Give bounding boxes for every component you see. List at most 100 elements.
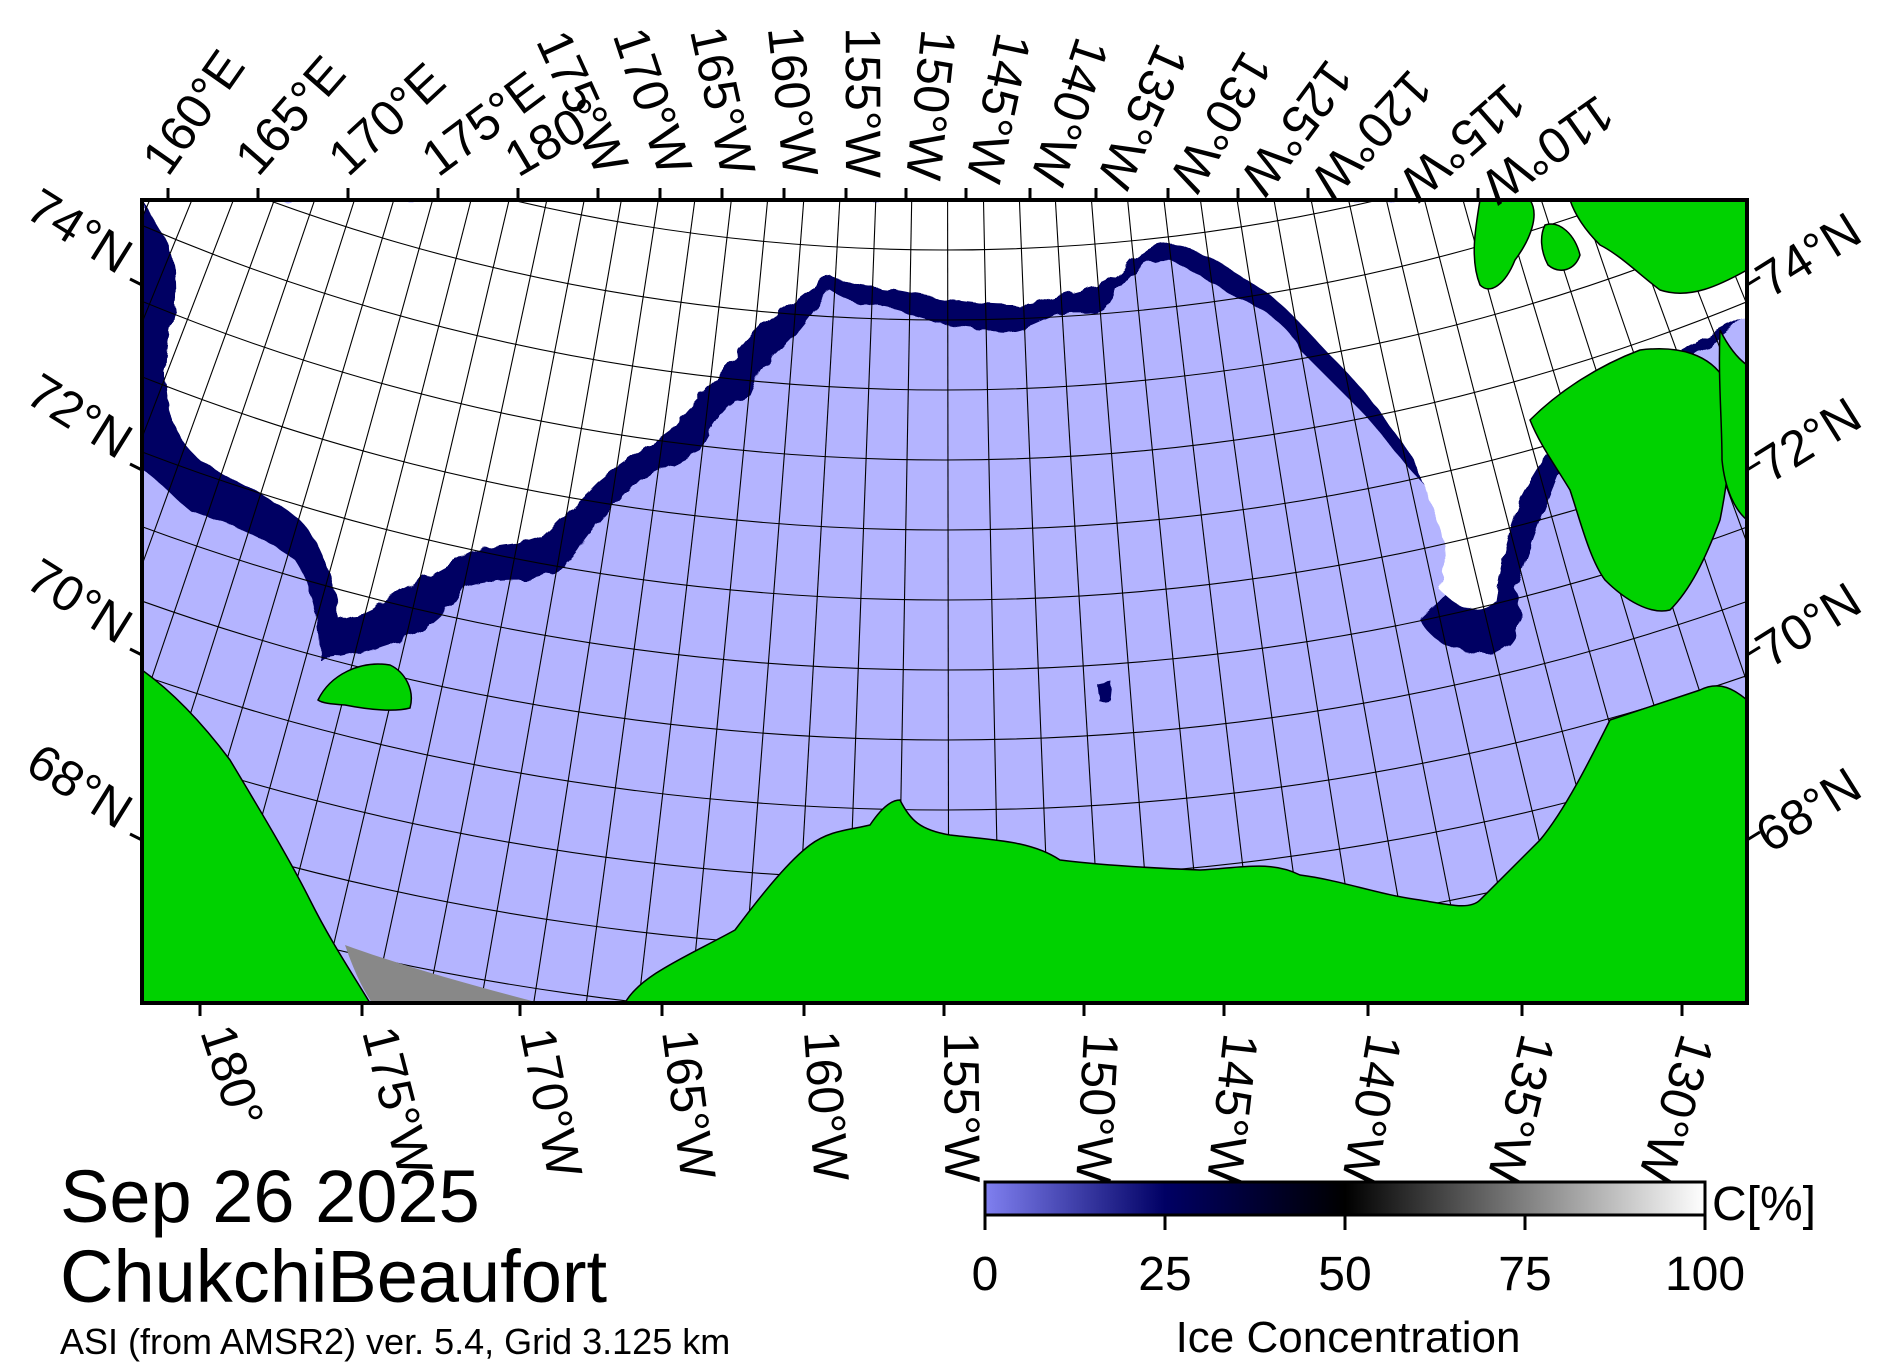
longitude-line — [264, 200, 472, 1003]
land-wrangel-island — [317, 663, 412, 711]
right-latitude-label: 74°N — [1746, 202, 1870, 309]
latitude-line — [142, 451, 1747, 601]
left-tick — [129, 462, 143, 472]
colorbar-ticks: 0 25 50 75 100 — [972, 1215, 1745, 1301]
latitude-line — [142, 376, 1747, 531]
right-tick — [1746, 830, 1761, 842]
latitude-line — [142, 674, 1747, 811]
longitude-line — [1854, 0, 1890, 885]
longitude-line — [209, 200, 434, 1003]
latitude-line — [509, 200, 1381, 251]
bottom-longitude-label: 180° — [190, 1018, 275, 1134]
ice-core — [142, 200, 1747, 620]
map-date: Sep 26 2025 — [60, 1155, 480, 1238]
colorbar-tick-label: 75 — [1498, 1248, 1551, 1301]
longitude-line — [0, 0, 13, 858]
longitude-line — [1348, 200, 1525, 1003]
bottom-longitude-label: 170°W — [509, 1023, 593, 1182]
data-source-note: ASI (from AMSR2) ver. 5.4, Grid 3.125 km — [60, 1321, 731, 1362]
left-tick — [129, 277, 143, 287]
colorbar-tick-label: 50 — [1318, 1248, 1371, 1301]
longitude-line — [1310, 200, 1471, 1003]
longitude-line — [1018, 200, 1053, 1003]
right-latitude-label: 68°N — [1746, 757, 1870, 864]
colorbar-tick-label: 0 — [972, 1248, 999, 1301]
land-melville-island — [1569, 200, 1747, 294]
longitude-line — [142, 200, 275, 567]
longitude-line — [896, 200, 913, 1003]
colorbar: 0 25 50 75 100 C[%] Ice Concentration — [972, 1178, 1816, 1362]
longitude-line — [1090, 200, 1156, 1003]
land-masses — [142, 200, 1747, 1003]
sea-ice-pack — [142, 200, 1747, 702]
land-eglinton-island — [1540, 223, 1581, 271]
top-longitude-labels: 160°E165°E170°E175°E180°175°W170°W165°W1… — [131, 21, 1624, 215]
longitude-line — [1273, 200, 1418, 1003]
longitude-line — [982, 200, 1001, 1003]
bottom-longitude-label: 165°W — [651, 1026, 726, 1183]
longitude-line — [741, 200, 805, 1003]
latitude-line — [266, 200, 1624, 321]
colorbar-title: Ice Concentration — [1176, 1313, 1521, 1362]
land-banks-island — [1529, 348, 1732, 612]
longitude-line — [585, 200, 696, 1003]
left-tick — [129, 647, 143, 657]
longitude-line — [690, 200, 769, 1003]
region-name: ChukchiBeaufort — [60, 1235, 608, 1318]
longitude-line — [1423, 200, 1634, 1003]
longitude-line — [142, 200, 356, 868]
ice-floe — [1098, 682, 1112, 702]
longitude-line — [319, 200, 510, 1003]
colorbar-gradient — [983, 1180, 1707, 1217]
bottom-longitude-label: 160°W — [793, 1029, 859, 1184]
land-alaska — [624, 685, 1747, 1003]
right-latitude-label: 72°N — [1746, 387, 1870, 494]
land-siberia-nodata — [345, 945, 540, 1003]
top-longitude-label: 155°W — [835, 27, 891, 179]
longitude-line — [1127, 200, 1208, 1003]
left-latitude-labels: 74°N 72°N 70°N 68°N — [17, 178, 141, 840]
colorbar-unit: C[%] — [1712, 1178, 1816, 1231]
land-prince-patrick-island — [1473, 200, 1535, 290]
longitude-line — [427, 200, 585, 1003]
axis-ticks — [129, 188, 1761, 1016]
right-latitude-label: 70°N — [1746, 572, 1870, 679]
longitude-line — [153, 200, 395, 1003]
colorbar-tick-label: 25 — [1138, 1248, 1191, 1301]
top-longitude-label: 160°W — [757, 23, 829, 180]
top-longitude-label: 150°W — [895, 27, 967, 183]
longitude-line — [637, 200, 732, 1003]
bottom-longitude-label: 140°W — [1331, 1030, 1412, 1189]
colorbar-tick-label: 100 — [1665, 1248, 1745, 1301]
left-latitude-label: 68°N — [17, 733, 141, 840]
longitude-line — [947, 200, 950, 1003]
latitude-line — [142, 525, 1747, 671]
left-latitude-label: 74°N — [17, 178, 141, 285]
longitude-line — [373, 200, 548, 1003]
bottom-longitude-label: 135°W — [1476, 1029, 1566, 1189]
bottom-longitude-label: 145°W — [1196, 1031, 1269, 1188]
right-tick — [1746, 275, 1761, 287]
longitude-line — [845, 200, 877, 1003]
bottom-longitude-label: 130°W — [1627, 1029, 1725, 1190]
longitude-line — [793, 200, 841, 1003]
longitude-line — [142, 200, 316, 709]
longitude-line — [1580, 200, 1747, 684]
left-latitude-label: 72°N — [17, 363, 141, 470]
longitude-line — [480, 200, 622, 1003]
land-siberia — [142, 669, 371, 1003]
latitude-line — [142, 300, 1747, 461]
left-latitude-label: 70°N — [17, 548, 141, 655]
bottom-longitude-label: 155°W — [933, 1032, 990, 1184]
longitude-line — [1385, 200, 1579, 1003]
longitude-line — [1740, 0, 1890, 1002]
longitude-line — [1236, 200, 1365, 1003]
longitude-line — [1881, 0, 1890, 854]
longitude-line — [1163, 200, 1260, 1003]
bottom-longitude-label: 150°W — [1065, 1031, 1129, 1185]
longitude-line — [1054, 200, 1104, 1003]
right-latitude-labels: 74°N 72°N 70°N 68°N — [1746, 202, 1870, 864]
longitude-line — [1501, 200, 1745, 1003]
